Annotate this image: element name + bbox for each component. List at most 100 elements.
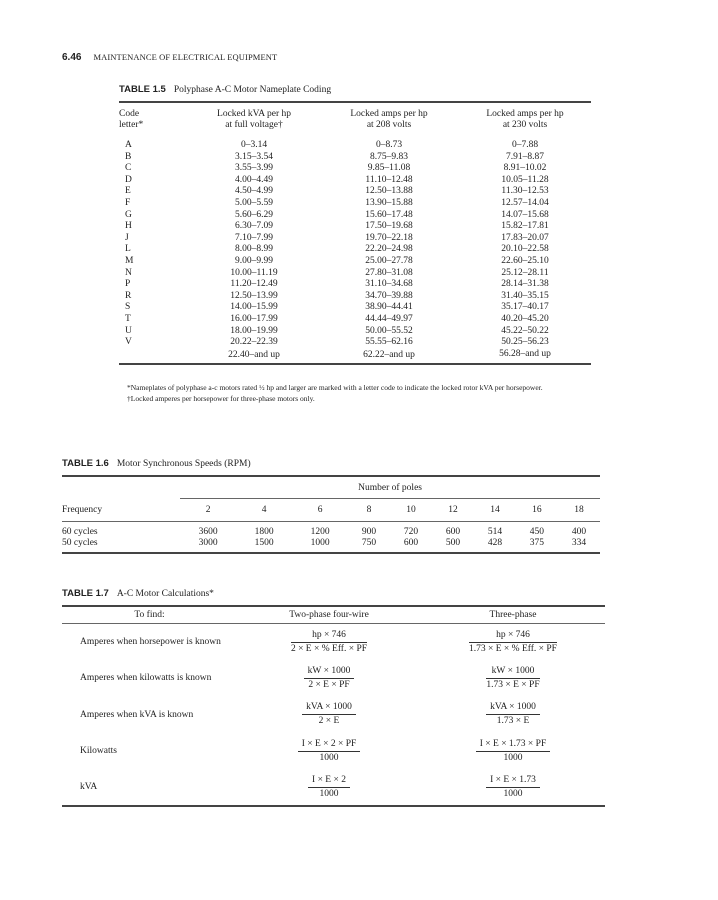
numerator: I × E × 2 × PF (297, 739, 361, 752)
table-1-6-caption: TABLE 1.6 Motor Synchronous Speeds (RPM) (62, 458, 251, 469)
table-row: Amperes when kilowatts is known kW × 1000… (62, 660, 605, 697)
cell: 3000 (198, 538, 218, 548)
numerator: I × E × 2 (308, 775, 350, 788)
cell: 12.57–14.04 (501, 197, 549, 208)
footnote-1: *Nameplates of polyphase a-c motors rate… (127, 383, 543, 392)
cell: 55.55–62.16 (365, 337, 413, 348)
cell: 1800 (254, 527, 274, 537)
cell: 34.70–39.88 (365, 290, 413, 301)
denominator: 2 × E × % Eff. × PF (290, 643, 368, 654)
cell: 56.28–and up (499, 348, 551, 359)
cell: 600 (403, 538, 419, 548)
numerator: kVA × 1000 (486, 702, 540, 716)
row-label: Kilowatts (80, 746, 117, 757)
formula: I × E × 1.73 × PF 1000 (475, 739, 551, 764)
cell: 45.22–50.22 (501, 325, 549, 336)
cell: 38.90–44.41 (365, 302, 413, 313)
code-letter: G (125, 209, 132, 220)
formula: hp × 746 2 × E × % Eff. × PF (290, 630, 368, 655)
two-phase-formula: I × E × 2 1000 (237, 770, 421, 807)
code-letter: T (125, 313, 131, 324)
row-label: Amperes when kilowatts is known (80, 673, 212, 684)
table-row: C 3.55–3.99 9.85–11.08 8.91–10.02 (119, 163, 591, 175)
cell: 40.20–45.20 (501, 313, 549, 324)
two-phase-formula: kVA × 1000 2 × E (237, 697, 421, 734)
formula: I × E × 2 × PF 1000 (297, 739, 361, 764)
table-row: S 14.00–15.99 38.90–44.41 35.17–40.17 (119, 302, 591, 314)
code-letter: P (125, 279, 131, 290)
formula: kW × 1000 1.73 × E × PF (486, 666, 540, 691)
table-row: G 5.60–6.29 15.60–17.48 14.07–15.68 (119, 210, 591, 222)
cell: 3.15–3.54 (235, 151, 273, 162)
cell: 25.12–28.11 (501, 267, 549, 278)
cell: 750 (361, 538, 377, 548)
numerator: hp × 746 (290, 630, 368, 643)
numerator: I × E × 1.73 × PF (475, 739, 551, 752)
table-title: A-C Motor Calculations* (116, 589, 214, 599)
numerator: I × E × 1.73 (486, 775, 540, 788)
cell: 3600 (198, 527, 218, 537)
numerator: kVA × 1000 (302, 702, 356, 716)
cell: 60 cycles (62, 527, 98, 537)
table-row: A 0–3.14 0–8.73 0–7.88 (119, 140, 591, 152)
denominator: 2 × E × PF (308, 679, 350, 690)
table-title: Motor Synchronous Speeds (RPM) (116, 459, 251, 469)
code-letter: U (125, 325, 132, 336)
cell: 8.91–10.02 (503, 163, 547, 174)
table-row: B 3.15–3.54 8.75–9.83 7.91–8.87 (119, 152, 591, 164)
cell: 17.50–19.68 (365, 221, 413, 232)
group-header: Number of poles (180, 476, 600, 499)
code-letter: D (125, 174, 132, 185)
column-header: 12 (448, 505, 458, 515)
cell: 8.00–8.99 (235, 244, 273, 255)
table-row: F 5.00–5.59 13.90–15.88 12.57–14.04 (119, 198, 591, 210)
cell: 450 (529, 527, 545, 537)
denominator: 1000 (503, 788, 523, 799)
cell: 334 (571, 538, 587, 548)
cell: 7.10–7.99 (235, 232, 273, 243)
table-row: R 12.50–13.99 34.70–39.88 31.40–35.15 (119, 291, 591, 303)
cell: 62.22–and up (363, 350, 415, 361)
header-line: letter* (119, 119, 144, 130)
two-phase-formula: I × E × 2 × PF 1000 (237, 733, 421, 770)
table-row: V 20.22–22.39 55.55–62.16 50.25–56.23 (119, 337, 591, 349)
cell: 500 (445, 538, 461, 548)
table-1-5: Code letter* Locked kVA per hp at full volt… (119, 101, 591, 365)
formula: kVA × 1000 1.73 × E (486, 702, 540, 727)
code-letter: F (125, 197, 131, 208)
table-label: TABLE 1.6 (62, 458, 109, 469)
cell: 12.50–13.99 (230, 290, 278, 301)
denominator: 2 × E (318, 716, 340, 727)
cell: 19.70–22.18 (365, 232, 413, 243)
cell: 9.85–11.08 (367, 163, 411, 174)
running-title: MAINTENANCE OF ELECTRICAL EQUIPMENT (93, 52, 278, 62)
row-label: Amperes when kVA is known (80, 709, 194, 720)
code-letter: H (125, 221, 132, 232)
three-phase-formula: kVA × 1000 1.73 × E (421, 697, 605, 734)
code-letter: B (125, 151, 132, 162)
header-line: at 230 volts (502, 119, 548, 130)
cell: 22.20–24.98 (365, 244, 413, 255)
cell: 0–8.73 (375, 140, 403, 150)
formula: kW × 1000 2 × E × PF (303, 666, 355, 691)
row-label: kVA (80, 782, 98, 793)
table-row: E 4.50–4.99 12.50–13.88 11.30–12.53 (119, 186, 591, 198)
cell: 0–7.88 (511, 140, 539, 150)
code-letter: J (125, 232, 129, 243)
table-row: D 4.00–4.49 11.10–12.48 10.05–11.28 (119, 175, 591, 187)
cell: 3.55–3.99 (235, 163, 273, 174)
cell: 4.00–4.49 (235, 174, 273, 185)
table-1-6: Number of poles Frequency 2 4 6 8 10 12 14 16 18 … (62, 475, 600, 554)
table-title: Polyphase A-C Motor Nameplate Coding (173, 85, 332, 95)
header-line: Locked amps per hp (486, 109, 564, 119)
header-line: at 208 volts (366, 119, 412, 130)
cell: 17.83–20.07 (501, 232, 549, 243)
column-header: Locked kVA per hp at full voltage† (189, 102, 319, 140)
header-line: Locked amps per hp (350, 109, 428, 119)
table-1-5-footnotes: *Nameplates of polyphase a-c motors rate… (119, 382, 591, 404)
three-phase-formula: I × E × 1.73 1000 (421, 770, 605, 807)
cell: 31.40–35.15 (501, 290, 549, 301)
code-letter: R (125, 290, 132, 301)
column-header: Three-phase (489, 610, 537, 620)
